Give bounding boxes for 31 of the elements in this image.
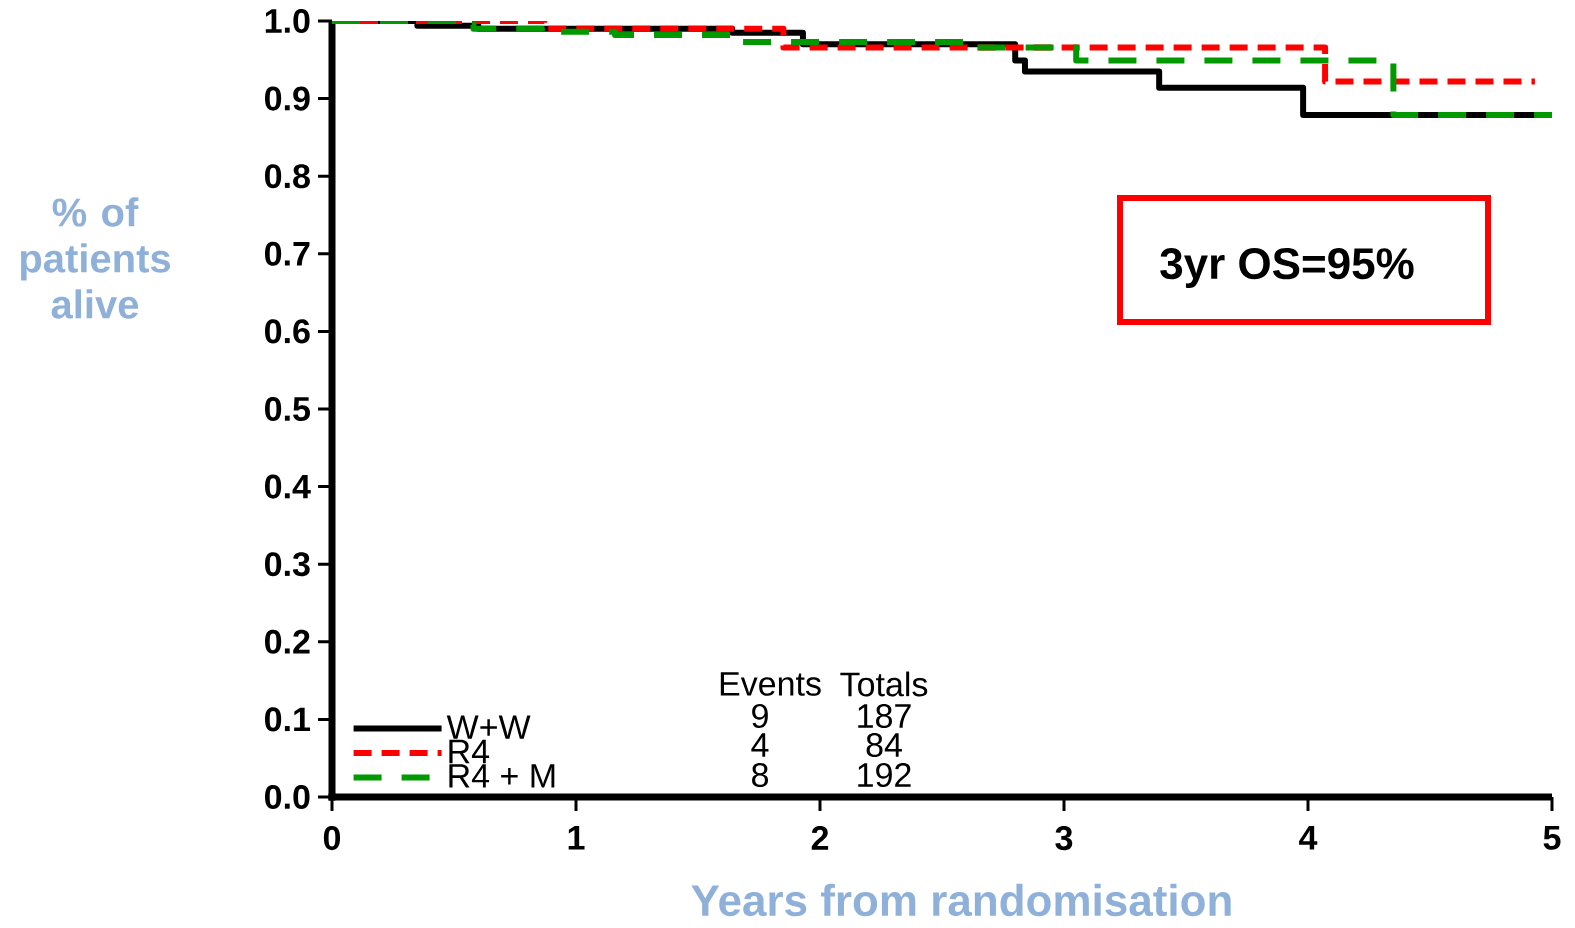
x-tick-label: 4	[1299, 826, 1318, 850]
annotation: 8	[752, 762, 768, 788]
x-axis-title: Years from randomisation	[691, 883, 1231, 917]
legend-label: R4 + M	[449, 764, 555, 788]
y-tick-label: 0.2	[265, 629, 310, 654]
x-tick-label: 5	[1543, 826, 1561, 850]
x-tick-label: 3	[1055, 826, 1073, 851]
x-tick-label: 2	[811, 826, 829, 850]
y-tick-label: 0.5	[265, 396, 310, 422]
y-tick-label: 0.0	[265, 784, 310, 810]
y-axis-title: % of patients alive	[20, 197, 171, 319]
annotation: 9	[752, 703, 768, 729]
annotation: 192	[858, 762, 911, 788]
annotation: 187	[858, 703, 911, 729]
y-tick-label: 0.4	[265, 474, 311, 499]
y-tick-label: 0.1	[265, 707, 310, 732]
y-tick-label: 0.3	[265, 552, 310, 577]
y-tick-label: 0.8	[265, 164, 310, 189]
legend-label: W+W	[446, 715, 531, 739]
legend-label: R4	[449, 739, 490, 764]
annotation: Totals	[840, 671, 928, 697]
annotation: 84	[866, 732, 902, 758]
y-tick-label: 0.9	[265, 86, 310, 111]
annotation: 3yr OS=95%	[1160, 248, 1414, 288]
annotation: 4	[751, 733, 769, 757]
y-tick-label: 0.7	[265, 241, 310, 266]
y-tick-label: 0.6	[265, 319, 310, 344]
annotation: Events	[720, 672, 821, 696]
x-tick-label: 1	[568, 826, 585, 850]
y-tick-label: 1.0	[265, 8, 310, 34]
x-tick-label: 0	[323, 826, 341, 851]
